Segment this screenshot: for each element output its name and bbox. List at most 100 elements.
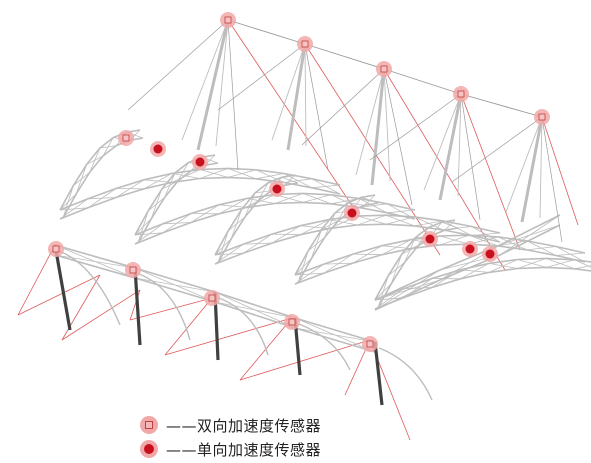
ridge-truss-bottom-chord xyxy=(62,137,144,219)
leg-arch xyxy=(298,323,351,371)
back-stay-cable xyxy=(460,93,521,251)
biaxial-sensor-core xyxy=(538,113,546,121)
valley-arch-truss-web xyxy=(171,169,201,183)
ridge-truss-web xyxy=(390,254,403,284)
leg-arch xyxy=(378,347,433,401)
valley-arch-truss-top-chord xyxy=(294,234,586,276)
legend-row-uniaxial: ——单向加速度传感器 xyxy=(140,438,400,460)
valley-arch-truss-web xyxy=(497,240,528,247)
mast-tie xyxy=(127,19,229,111)
uniaxial-sensor-core xyxy=(347,208,357,218)
right-edge-truss-web xyxy=(499,214,561,256)
mast xyxy=(370,68,386,186)
valley-arch-truss-web xyxy=(302,194,332,203)
valley-arch-truss-web xyxy=(414,220,444,227)
ridge-truss-web xyxy=(230,209,243,239)
right-edge-truss-bottom-chord xyxy=(374,224,561,311)
anchor-cable xyxy=(239,339,371,381)
valley-arch-truss-web xyxy=(274,193,304,204)
valley-arch-truss-web xyxy=(87,188,117,209)
sensor-markers xyxy=(48,12,550,352)
back-stay-cable xyxy=(541,116,579,226)
valley-arch-truss-web xyxy=(227,169,257,178)
support-leg xyxy=(53,244,72,331)
legend-label-biaxial: ——双向加速度传感器 xyxy=(166,416,322,435)
valley-arch-truss-web xyxy=(190,204,220,223)
ridge-truss-web xyxy=(324,212,336,238)
front-edge-truss-web xyxy=(214,301,296,319)
mast-stay xyxy=(304,43,307,147)
ridge-truss-web xyxy=(164,172,176,198)
leg-arch xyxy=(138,273,191,341)
valley-arch-truss-web xyxy=(246,194,276,208)
ridge-truss-web xyxy=(150,189,163,219)
leg-arch xyxy=(58,250,121,326)
mast-stay xyxy=(215,19,229,147)
ridge-truss-web xyxy=(444,219,456,231)
ridge-truss-web xyxy=(337,202,349,222)
biaxial-sensor-core xyxy=(366,340,374,348)
valley-arch-truss-top-chord xyxy=(59,167,341,211)
valley-arch-truss-web xyxy=(555,252,586,256)
valley-arch-truss-web xyxy=(386,209,416,214)
ridge-truss-web xyxy=(404,237,416,263)
valley-arch-truss-web xyxy=(243,233,273,254)
uniaxial-sensor-core xyxy=(195,157,205,167)
valley-arch-truss-web xyxy=(311,184,341,189)
legend-label-uniaxial: ——单向加速度传感器 xyxy=(166,440,322,459)
top-cable xyxy=(460,93,543,118)
anchor-cable xyxy=(164,297,213,356)
valley-arch-truss-web xyxy=(517,258,547,269)
ridge-truss-web xyxy=(377,275,389,309)
valley-arch-truss-web xyxy=(352,245,383,264)
biaxial-sensor-core xyxy=(457,90,465,98)
ridge-truss-web xyxy=(102,137,114,157)
mast-tie xyxy=(369,93,462,161)
ridge-truss-web xyxy=(62,185,74,219)
support-leg xyxy=(373,341,384,406)
biaxial-sensor-core xyxy=(224,16,232,24)
legend: ——双向加速度传感器 ——单向加速度传感器 xyxy=(140,414,400,462)
valley-arch-truss-bottom-chord xyxy=(294,243,586,285)
ridge-truss-web xyxy=(257,182,269,202)
back-stay-cable xyxy=(304,43,441,256)
mast-stay xyxy=(539,116,543,219)
valley-arch-truss-web xyxy=(460,263,490,280)
leg-arch xyxy=(218,297,269,356)
valley-arch-truss-web xyxy=(255,173,285,180)
valley-arch-truss-web xyxy=(218,198,248,215)
mast-tie xyxy=(217,43,306,111)
biaxial-sensor-core xyxy=(122,134,130,142)
ridge-truss-web xyxy=(137,210,149,244)
ridge-truss-web xyxy=(364,194,376,206)
ridge-truss-bottom-chord xyxy=(137,162,219,244)
valley-arch-truss-web xyxy=(323,253,354,274)
mast-stay xyxy=(181,19,229,141)
valley-arch-truss-web xyxy=(115,179,145,198)
biaxial-sensor-core xyxy=(52,245,60,253)
uniaxial-sensor-core xyxy=(425,234,435,244)
anchor-cable xyxy=(17,244,56,316)
mast-tie xyxy=(383,68,413,206)
uniaxial-sensor-icon xyxy=(140,440,158,458)
mast xyxy=(196,19,230,151)
valley-arch-truss-web xyxy=(574,265,591,270)
valley-arch-truss-web xyxy=(357,214,387,226)
right-edge-truss-web xyxy=(374,269,441,311)
masts xyxy=(127,19,563,243)
valley-arch-truss-web xyxy=(358,203,388,208)
anchor-cable xyxy=(61,289,141,341)
biaxial-sensor-core xyxy=(380,65,388,73)
mast xyxy=(438,93,463,201)
top-cable xyxy=(383,68,462,95)
mast-stay xyxy=(271,43,306,141)
top-cable xyxy=(304,43,385,70)
ridge-truss-web xyxy=(284,174,296,186)
uniaxial-sensor-core xyxy=(272,184,282,194)
ridge-truss-web xyxy=(89,147,101,173)
back-stay-cable xyxy=(227,19,356,211)
mast-tie xyxy=(301,68,385,146)
uniaxial-sensor-core xyxy=(465,244,475,254)
support-legs xyxy=(53,244,433,406)
